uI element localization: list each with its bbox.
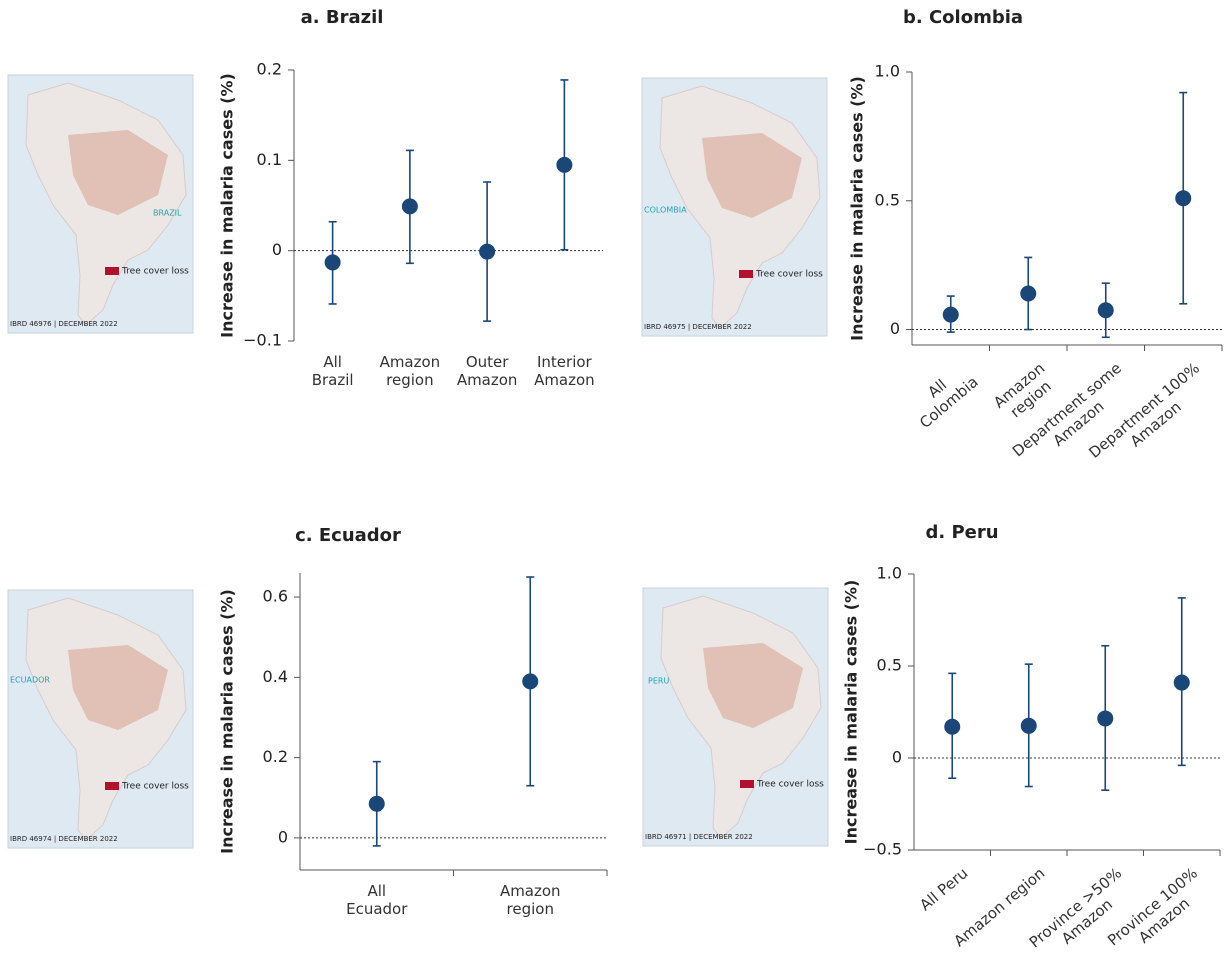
map-legend-swatch [105,782,119,790]
y-tick-label: 0.1 [257,150,282,169]
point [1020,285,1036,301]
chart-title: d. Peru [925,522,998,543]
point [325,254,341,270]
x-tick-label: Amazon region [371,353,448,389]
y-tick-label: 0 [272,240,282,259]
y-axis-title: Increase in malaria cases (%) [848,76,867,341]
point [1098,302,1114,318]
map-legend-swatch [105,267,119,275]
map-legend-swatch [740,780,754,788]
map-credit: IBRD 46975 | DECEMBER 2022 [644,323,752,331]
map-country-label: PERU [648,677,669,686]
chart-title: c. Ecuador [295,525,401,546]
x-tick-label: Outer Amazon [449,353,526,389]
y-axis-title: Increase in malaria cases (%) [842,580,861,845]
y-tick-label: 0.6 [263,587,288,606]
figure-canvas: BRAZIL Tree cover loss IBRD 46976 | DECEMB… [0,0,1228,972]
y-tick-label: 0 [892,748,902,767]
map-country-label: ECUADOR [10,676,50,685]
map: PERU Tree cover loss IBRD 46971 | DECEMBER… [643,588,828,846]
map-legend-swatch [739,270,753,278]
point [1097,710,1113,726]
map: COLOMBIA Tree cover loss IBRD 46975 | DECE… [642,78,827,336]
y-tick-label: 0.4 [263,667,288,686]
y-tick-label: 0.5 [875,190,900,209]
y-tick-label: 1.0 [877,564,902,583]
y-tick-label: 0 [278,827,288,846]
point [1174,675,1190,691]
point [1175,190,1191,206]
figure: BRAZIL Tree cover loss IBRD 46976 | DECEMB… [0,0,1228,972]
chart-title: a. Brazil [301,7,384,28]
y-tick-label: 1.0 [875,62,900,81]
point [944,719,960,735]
y-tick-label: 0.2 [257,60,282,79]
point [1021,718,1037,734]
point [943,307,959,323]
map-legend-label: Tree cover loss [755,270,823,280]
x-tick-label: All Ecuador [300,882,454,918]
y-tick-label: 0.5 [877,656,902,675]
point [556,157,572,173]
map-credit: IBRD 46976 | DECEMBER 2022 [10,320,118,328]
point [402,198,418,214]
map-legend-label: Tree cover loss [756,780,824,790]
point [522,673,538,689]
chart-title: b. Colombia [903,7,1023,28]
y-axis-title: Increase in malaria cases (%) [218,589,237,854]
map-credit: IBRD 46971 | DECEMBER 2022 [645,833,753,841]
map: BRAZIL Tree cover loss IBRD 46976 | DECEMB… [8,75,193,333]
x-tick-label: Amazon region [454,882,608,918]
map-country-label: BRAZIL [153,209,182,218]
y-tick-label: 0 [890,319,900,338]
map-credit: IBRD 46974 | DECEMBER 2022 [10,835,118,843]
map-legend-label: Tree cover loss [121,267,189,277]
point [479,244,495,260]
y-tick-label: −0.1 [243,331,282,350]
map: ECUADOR Tree cover loss IBRD 46974 | DECEM… [8,590,193,848]
y-axis-title: Increase in malaria cases (%) [218,73,237,338]
y-tick-label: 0.2 [263,747,288,766]
map-country-label: COLOMBIA [644,206,687,215]
point [369,796,385,812]
x-tick-label: All Brazil [294,353,371,389]
y-tick-label: −0.5 [863,840,902,859]
map-legend-label: Tree cover loss [121,782,189,792]
x-tick-label: Interior Amazon [526,353,603,389]
